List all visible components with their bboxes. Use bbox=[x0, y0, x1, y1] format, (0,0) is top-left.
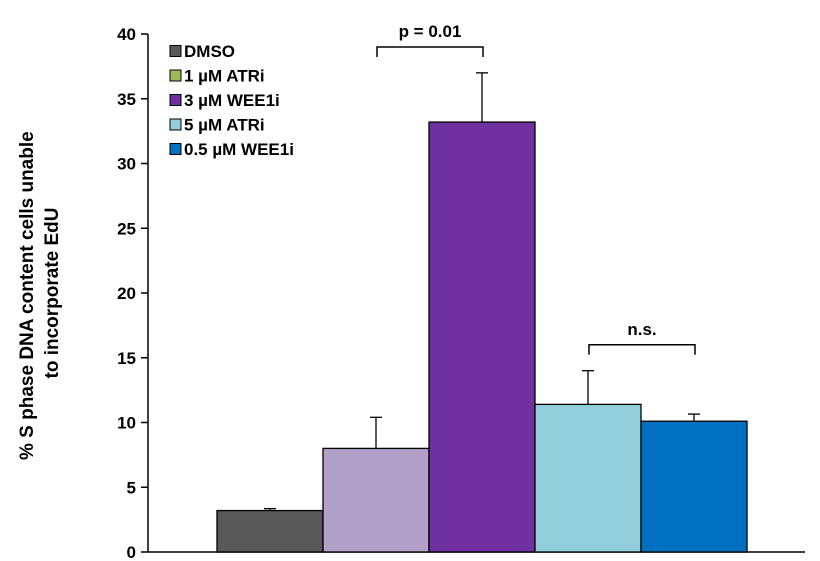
significance-label-2: n.s. bbox=[627, 320, 656, 339]
significance-bracket-1 bbox=[376, 46, 484, 57]
y-tick-label: 30 bbox=[117, 155, 136, 174]
significance-bracket-2 bbox=[588, 344, 696, 355]
y-axis-label-line-1: % S phase DNA content cells unable bbox=[17, 131, 38, 460]
bar-2 bbox=[322, 447, 430, 553]
y-tick-label: 35 bbox=[117, 90, 136, 109]
y-tick-label: 20 bbox=[117, 284, 136, 303]
y-tick-label: 0 bbox=[127, 543, 136, 561]
legend-label-4: 5 µM ATRi bbox=[184, 116, 265, 135]
error-bars bbox=[264, 72, 700, 511]
significance-annotations: p = 0.01 n.s. bbox=[376, 22, 696, 355]
y-axis-label: % S phase DNA content cells unable to in… bbox=[17, 126, 63, 460]
legend-swatch-1 bbox=[169, 45, 182, 57]
legend-swatch-4 bbox=[169, 118, 182, 131]
legend-swatch-2 bbox=[169, 69, 182, 82]
y-tick-label: 15 bbox=[117, 349, 136, 368]
y-axis-label-line-2: to incorporate EdU bbox=[42, 207, 63, 378]
y-tick-label: 10 bbox=[117, 414, 136, 433]
legend: DMSO 1 µM ATRi 3 µM WEE1i 5 µM ATRi 0.5 µM W… bbox=[169, 42, 294, 159]
y-tick-label: 25 bbox=[117, 219, 136, 238]
bar-5 bbox=[640, 420, 748, 553]
legend-label-2: 1 µM ATRi bbox=[184, 67, 265, 86]
bars bbox=[216, 121, 748, 553]
legend-swatch-3 bbox=[169, 94, 182, 106]
legend-label-3: 3 µM WEE1i bbox=[184, 91, 280, 110]
legend-label-1: DMSO bbox=[184, 42, 235, 61]
y-tick-label: 5 bbox=[127, 478, 136, 497]
bar-3 bbox=[428, 121, 536, 553]
legend-swatch-5 bbox=[169, 143, 182, 155]
y-tick-label: 40 bbox=[117, 25, 136, 44]
significance-label-1: p = 0.01 bbox=[399, 22, 462, 41]
bar-1 bbox=[216, 509, 324, 553]
bar-4 bbox=[534, 403, 642, 553]
legend-label-5: 0.5 µM WEE1i bbox=[184, 140, 294, 159]
